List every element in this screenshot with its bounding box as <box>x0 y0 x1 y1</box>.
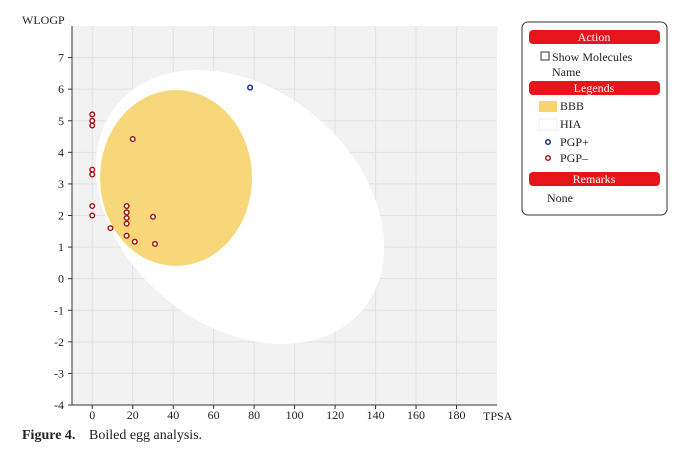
checkbox[interactable] <box>540 51 550 61</box>
side-panel <box>521 21 668 216</box>
legend-marker <box>544 154 552 162</box>
point <box>123 220 130 227</box>
x-tick-label: 180 <box>448 408 466 422</box>
point <box>247 84 254 91</box>
x-axis-label: TPSA <box>483 409 513 423</box>
checkbox-label: Show Molecules <box>552 50 633 64</box>
legend-label: PGP+ <box>560 135 589 149</box>
bbb-region <box>100 90 252 266</box>
point <box>89 202 96 210</box>
x-tick-label: 60 <box>208 408 220 422</box>
point <box>123 214 130 222</box>
y-tick-label: 2 <box>58 209 64 223</box>
legend-label: BBB <box>560 99 584 113</box>
checkbox-label: Name <box>552 65 581 79</box>
panel-header <box>529 172 660 186</box>
x-tick-label: 20 <box>127 408 139 422</box>
point <box>123 202 130 210</box>
legend-swatch <box>539 101 557 112</box>
x-tick-label: 140 <box>367 408 385 422</box>
y-tick-label: 7 <box>58 51 64 65</box>
point <box>89 122 96 129</box>
remarks-text: None <box>547 191 573 205</box>
y-tick-label: 4 <box>58 145 64 159</box>
point <box>131 238 138 245</box>
y-tick-label: 6 <box>58 82 64 96</box>
y-tick-label: -1 <box>54 303 64 317</box>
point <box>151 240 159 247</box>
y-axis-label: WLOGP <box>22 13 65 27</box>
x-tick-label: 120 <box>326 408 344 422</box>
point <box>129 136 136 143</box>
y-tick-label: -4 <box>54 398 64 412</box>
legend-swatch <box>538 118 558 131</box>
point <box>123 232 130 239</box>
y-tick-label: -3 <box>54 366 64 380</box>
y-tick-label: 3 <box>58 177 64 191</box>
point <box>149 213 157 220</box>
y-tick-label: 1 <box>58 240 64 254</box>
point <box>89 111 96 118</box>
y-tick-label: 5 <box>58 114 64 128</box>
legend-label: PGP– <box>560 151 589 165</box>
point <box>107 225 114 232</box>
point <box>89 166 96 173</box>
point <box>89 171 96 178</box>
y-tick-label: 0 <box>58 272 64 286</box>
x-tick-label: 80 <box>248 408 260 422</box>
point <box>89 117 96 124</box>
panel-header-text: Action <box>578 30 611 44</box>
caption-label: Figure 4. <box>22 428 75 443</box>
panel-header-text: Legends <box>574 81 615 95</box>
x-tick-label: 160 <box>407 408 425 422</box>
point <box>123 209 130 216</box>
legend-label: HIA <box>560 117 582 131</box>
x-tick-label: 0 <box>89 408 95 422</box>
caption-text: Boiled egg analysis. <box>89 428 202 443</box>
panel-header <box>529 81 660 95</box>
panel-header <box>529 30 660 44</box>
x-tick-label: 100 <box>286 408 304 422</box>
point <box>89 212 96 219</box>
panel-header-text: Remarks <box>573 172 616 186</box>
legend-marker <box>544 138 552 146</box>
x-tick-label: 40 <box>167 408 179 422</box>
y-tick-label: -2 <box>54 335 64 349</box>
